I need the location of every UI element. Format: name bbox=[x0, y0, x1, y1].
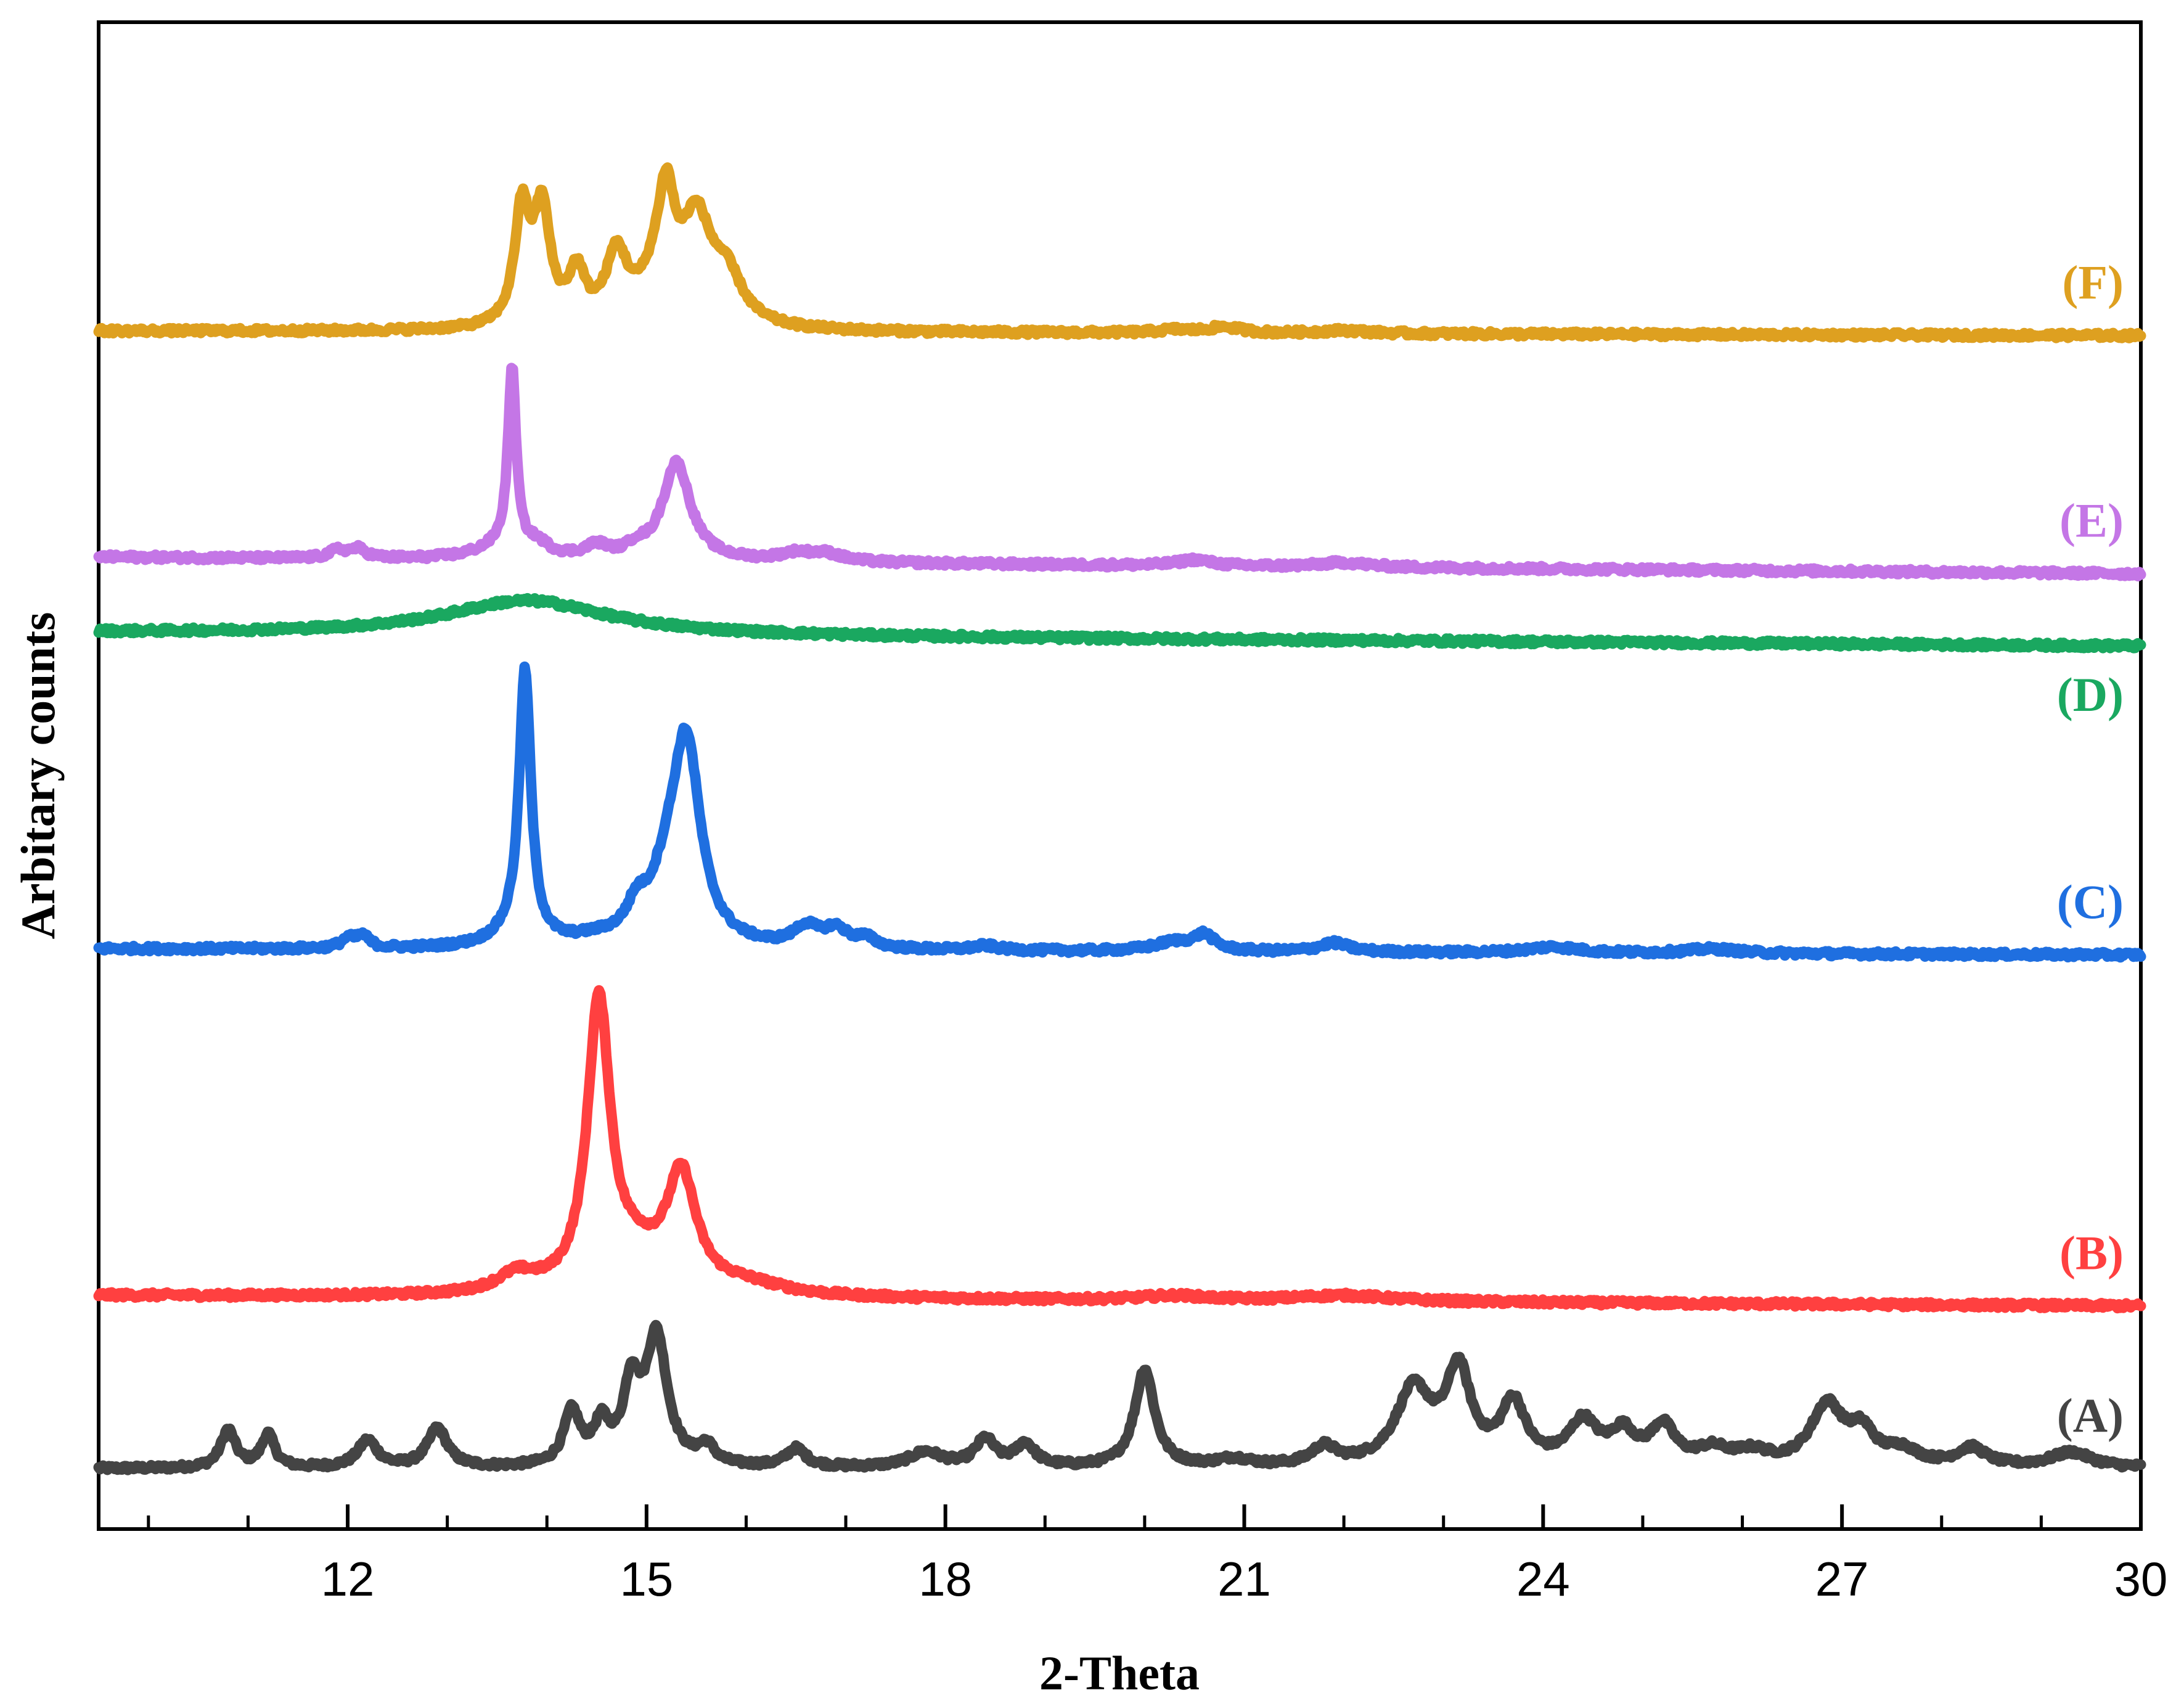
series-labels: (A) (B) (C) (D) (E) (F) bbox=[2057, 255, 2124, 1442]
x-minor-ticks bbox=[147, 1515, 2043, 1529]
series-traces bbox=[93, 162, 2146, 1475]
series-line-d bbox=[93, 593, 2146, 654]
series-line-c bbox=[93, 661, 2146, 963]
x-major-ticks bbox=[346, 1504, 2143, 1529]
plot-frame bbox=[97, 20, 2143, 1531]
x-tick-label: 21 bbox=[1217, 1552, 1271, 1606]
x-tick-label: 24 bbox=[1516, 1552, 1570, 1606]
series-line-b bbox=[93, 985, 2146, 1314]
x-tick-label: 15 bbox=[620, 1552, 673, 1606]
x-tick-label: 18 bbox=[918, 1552, 972, 1606]
series-line-e bbox=[93, 363, 2146, 581]
series-label-f: (F) bbox=[2062, 255, 2124, 309]
x-tick-label: 12 bbox=[321, 1552, 375, 1606]
series-label-b: (B) bbox=[2059, 1226, 2124, 1279]
series-line-a bbox=[93, 1319, 2146, 1475]
x-tick-label: 30 bbox=[2114, 1552, 2168, 1606]
x-tick-labels: 12 15 18 21 24 27 30 bbox=[321, 1552, 2168, 1606]
x-tick-label: 27 bbox=[1815, 1552, 1869, 1606]
x-axis-title: 2-Theta bbox=[1039, 1646, 1200, 1700]
series-label-c: (C) bbox=[2057, 875, 2124, 929]
series-label-d: (D) bbox=[2057, 668, 2124, 721]
series-label-e: (E) bbox=[2059, 494, 2124, 547]
series-label-a: (A) bbox=[2057, 1388, 2124, 1442]
y-axis-title: Arbitary counts bbox=[11, 612, 65, 940]
series-line-f bbox=[93, 162, 2146, 343]
